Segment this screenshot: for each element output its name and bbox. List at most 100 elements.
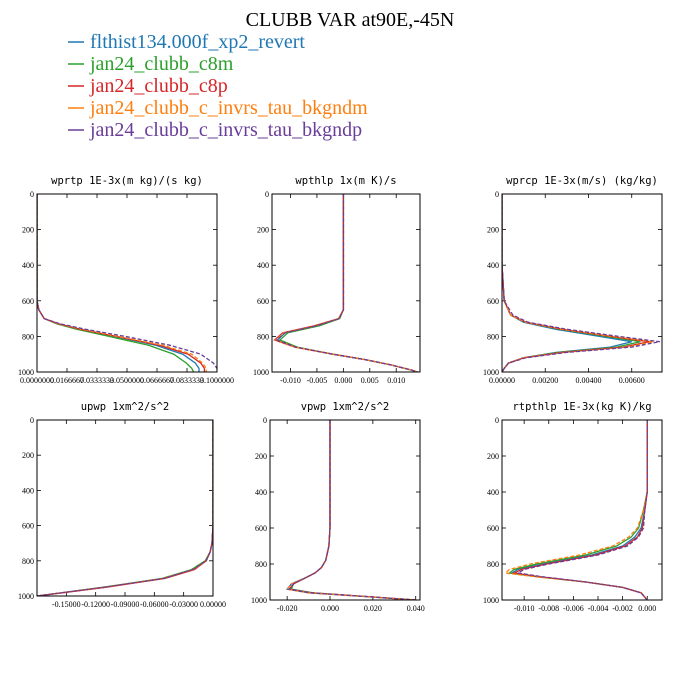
- series-line-3: [273, 194, 418, 372]
- panel-2: wpthlp 1x(m K)/s 0 200 400 600 800 1000 -0.010-…: [253, 175, 421, 385]
- series-line-5: [275, 194, 418, 372]
- y-tick-label: 0: [495, 416, 499, 425]
- x-tick-label: 0.0833333: [170, 376, 204, 385]
- x-tick-label: -0.008: [538, 604, 559, 613]
- y-tick-label: 0: [30, 416, 34, 425]
- y-tick-label: 800: [255, 560, 267, 569]
- x-tick-label: -0.004: [588, 604, 609, 613]
- series-line-3: [37, 420, 213, 596]
- legend-entry: jan24_clubb_c_invrs_tau_bkgndp: [68, 119, 362, 141]
- series-line-4: [504, 420, 648, 600]
- y-tick-label: 600: [255, 524, 267, 533]
- series-line-1: [37, 420, 213, 596]
- panel-title: wprcp 1E-3x(m/s) (kg/kg): [506, 175, 658, 187]
- x-tick-label: 0.0000000: [20, 376, 54, 385]
- y-tick-label: 600: [257, 297, 269, 306]
- panel-title: wprtp 1E-3x(m kg)/(s kg): [51, 175, 203, 187]
- panel-5: vpwp 1xm^2/s^2 0 200 400 600 800 1000 -0.020 0.0…: [251, 401, 425, 613]
- y-tick-label: 1000: [251, 596, 267, 605]
- y-tick-label: 200: [487, 226, 499, 235]
- series-line-2: [290, 420, 416, 600]
- series-line-5: [516, 420, 648, 600]
- x-tick-label: 0.1000000: [200, 376, 234, 385]
- panel-1: wprtp 1E-3x(m kg)/(s kg) 0 200 400 600 800 100…: [18, 175, 234, 385]
- plot-frame: [36, 419, 214, 597]
- y-tick-label: 1000: [18, 592, 34, 601]
- x-tick-label: 0.00400: [575, 376, 601, 385]
- y-tick-label: 400: [255, 488, 267, 497]
- series-line-4: [274, 194, 418, 372]
- x-tick-label: -0.010: [280, 376, 301, 385]
- x-tick-label: -0.12000: [81, 600, 110, 609]
- y-tick-label: 0: [495, 190, 499, 199]
- legend-entry: flthist134.000f_xp2_revert: [68, 31, 305, 53]
- x-tick-label: 0.00200: [532, 376, 558, 385]
- series-line-4: [37, 420, 213, 596]
- series-line-1: [276, 194, 418, 372]
- legend-label: jan24_clubb_c8p: [89, 75, 228, 97]
- x-tick-label: 0.00600: [619, 376, 645, 385]
- x-tick-label: 0.0500000: [110, 376, 144, 385]
- series-line-3: [37, 194, 206, 372]
- y-tick-label: 800: [257, 332, 269, 341]
- panel-title: wpthlp 1x(m K)/s: [295, 175, 396, 187]
- y-tick-label: 400: [22, 486, 34, 495]
- x-tick-label: 0.000: [334, 376, 352, 385]
- y-tick-label: 400: [257, 261, 269, 270]
- panels: wprtp 1E-3x(m kg)/(s kg) 0 200 400 600 800 100…: [18, 175, 663, 613]
- y-tick-label: 800: [22, 332, 34, 341]
- series-line-2: [37, 194, 195, 372]
- x-tick-label: -0.010: [514, 604, 535, 613]
- series-line-2: [507, 420, 648, 600]
- y-tick-label: 600: [487, 297, 499, 306]
- x-tick-label: 0.005: [361, 376, 379, 385]
- y-tick-label: 400: [487, 488, 499, 497]
- y-tick-label: 200: [22, 226, 34, 235]
- legend-entry: jan24_clubb_c_invrs_tau_bkgndm: [68, 97, 368, 119]
- series-line-3: [512, 420, 648, 600]
- series-line-1: [502, 194, 632, 372]
- x-tick-label: -0.09000: [111, 600, 140, 609]
- panel-4: upwp 1xm^2/s^202004006008001000-0.15000-…: [18, 401, 226, 609]
- y-tick-label: 1000: [483, 596, 499, 605]
- plot-frame: [501, 419, 663, 601]
- plot-frame: [501, 193, 663, 373]
- series-line-5: [37, 420, 213, 596]
- x-tick-label: -0.03000: [169, 600, 198, 609]
- x-tick-label: 0.0333333: [80, 376, 114, 385]
- y-tick-label: 1000: [483, 368, 499, 377]
- x-tick-label: -0.005: [307, 376, 328, 385]
- x-tick-label: 0.0166667: [50, 376, 84, 385]
- legend-label: jan24_clubb_c_invrs_tau_bkgndp: [89, 119, 362, 141]
- y-tick-label: 200: [487, 452, 499, 461]
- y-tick-label: 600: [22, 522, 34, 531]
- y-tick-label: 200: [257, 226, 269, 235]
- y-tick-label: 400: [487, 261, 499, 270]
- y-tick-label: 0: [263, 416, 267, 425]
- y-tick-label: 600: [487, 524, 499, 533]
- figure-title: CLUBB VAR at90E,-45N: [246, 9, 455, 31]
- y-tick-label: 200: [255, 452, 267, 461]
- series-line-3: [288, 420, 416, 600]
- y-tick-label: 200: [22, 451, 34, 460]
- series-line-5: [502, 194, 660, 372]
- legend-label: jan24_clubb_c8m: [89, 53, 234, 75]
- panel-3: wprcp 1E-3x(m/s) (kg/kg) 0 200 400 600 800 100…: [483, 175, 663, 385]
- x-tick-label: -0.006: [563, 604, 584, 613]
- y-tick-label: 800: [22, 557, 34, 566]
- series-line-1: [37, 194, 200, 372]
- y-tick-label: 800: [487, 332, 499, 341]
- series-line-1: [509, 420, 648, 600]
- legend-label: jan24_clubb_c_invrs_tau_bkgndm: [89, 97, 368, 119]
- x-tick-label: 0.010: [387, 376, 405, 385]
- y-tick-label: 800: [487, 560, 499, 569]
- plot-frame: [271, 193, 421, 373]
- panel-title: upwp 1xm^2/s^2: [81, 401, 170, 413]
- x-tick-label: 0.000: [638, 604, 656, 613]
- series-line-5: [37, 194, 217, 372]
- panel-title: vpwp 1xm^2/s^2: [301, 401, 390, 413]
- x-tick-label: 0.020: [364, 604, 382, 613]
- legend-entry: jan24_clubb_c8m: [68, 53, 234, 75]
- x-tick-label: -0.002: [612, 604, 633, 613]
